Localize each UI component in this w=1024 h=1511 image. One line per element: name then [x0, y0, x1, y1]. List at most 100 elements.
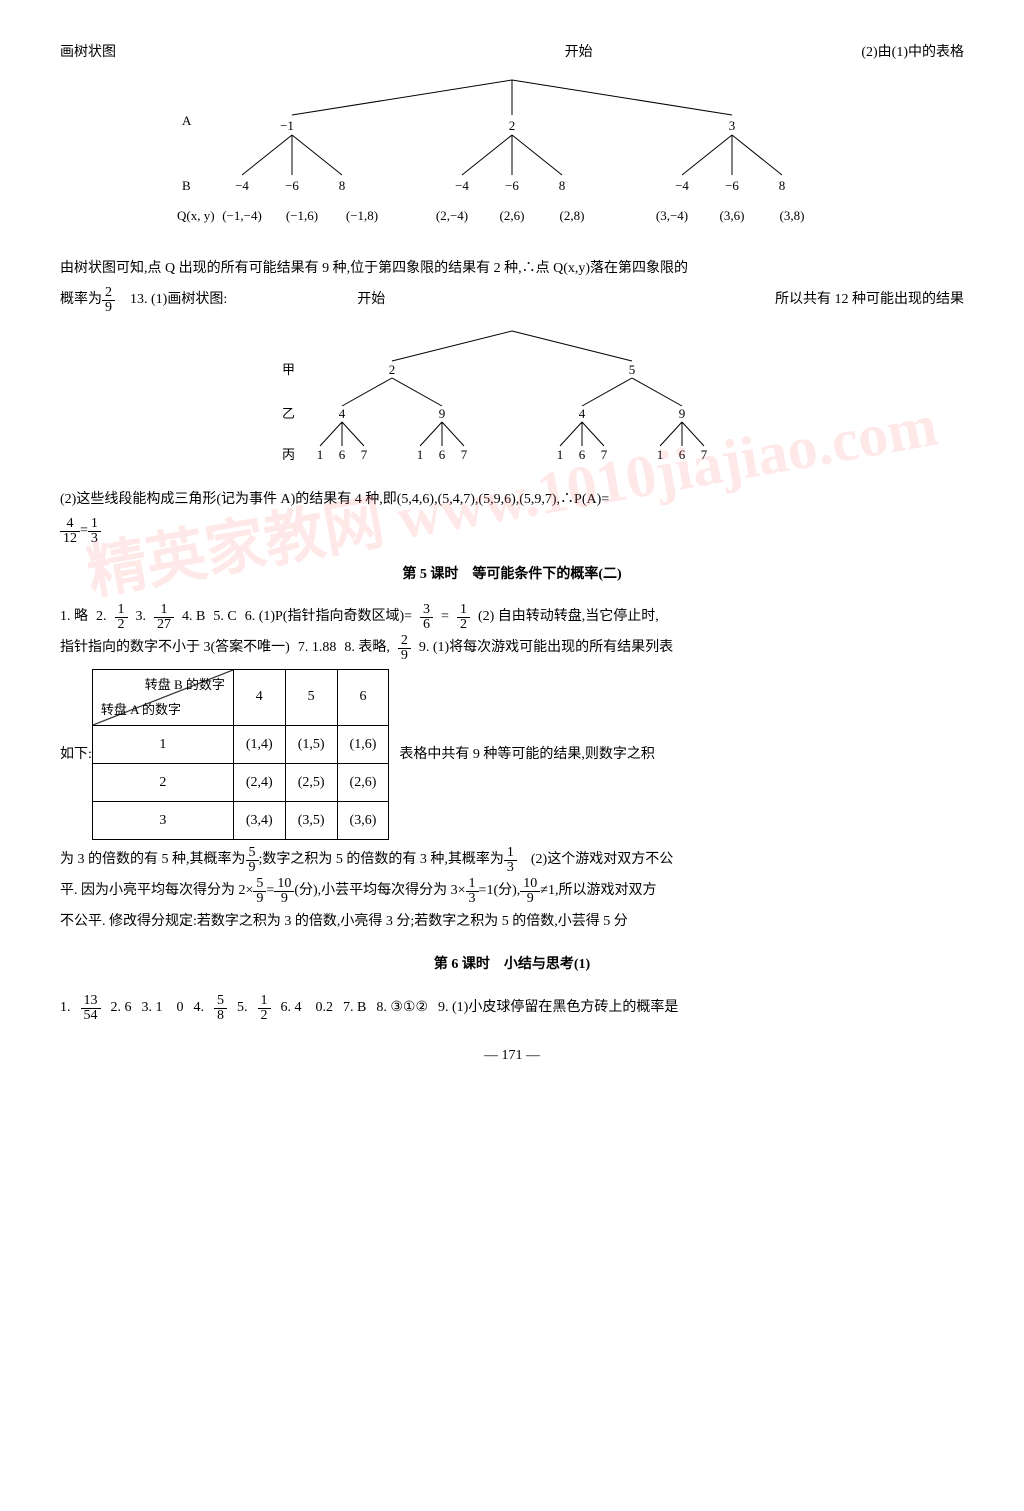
t2b1: 6 — [339, 447, 346, 462]
f4d: 109 — [520, 877, 540, 906]
f4c: 13 — [466, 877, 479, 906]
a6q9: 9. (1)小皮球停留在黑色方砖上的概率是 — [438, 993, 678, 1024]
q13-right: 所以共有 12 种可能出现的结果 — [775, 285, 964, 316]
t2y2: 4 — [579, 406, 586, 421]
a5q7: 7. 1.88 — [298, 633, 337, 664]
tree1-labelB: B — [182, 178, 191, 193]
a6q3: 3. 1 0 — [142, 993, 184, 1024]
section5-title: 第 5 课时 等可能条件下的概率(二) — [60, 562, 964, 587]
para2-pre: (2)这些线段能构成三角形(记为事件 A)的结果有 4 种,即(5,4,6),(… — [60, 492, 609, 507]
table-after: 表格中共有 9 种等可能的结果,则数字之积 — [399, 742, 655, 767]
rh1: 2 — [92, 763, 233, 801]
table-row: 如下: 转盘 B 的数字 转盘 A 的数字 4 5 6 1 (1,4) (1,5… — [60, 664, 964, 846]
f4a: 59 — [253, 877, 266, 906]
eq1: = — [266, 876, 274, 907]
frac1: 29 — [102, 286, 115, 315]
header-row: 画树状图 开始 (2)由(1)中的表格 — [60, 40, 964, 65]
tree-diagram-1: A −1 2 3 B −4 −6 8 −4 −6 8 −4 −6 8 Q(x, … — [60, 75, 964, 244]
para2: (2)这些线段能构成三角形(记为事件 A)的结果有 4 种,即(5,4,6),(… — [60, 485, 964, 516]
section6-title: 第 6 课时 小结与思考(1) — [60, 952, 964, 977]
t1o6: (3,−4) — [656, 208, 688, 223]
t1b21: −6 — [725, 178, 739, 193]
c20: (3,4) — [233, 801, 285, 839]
c22: (3,6) — [337, 801, 389, 839]
ans6-line: 1. 1354 2. 6 3. 1 0 4. 58 5. 12 6. 4 0.2… — [60, 993, 964, 1024]
t2y0: 4 — [339, 406, 346, 421]
tree-diagram-2: 甲 2 5 乙 4 9 4 9 丙 1 6 7 1 6 7 1 6 7 1 6 … — [60, 326, 964, 475]
f4b: 109 — [274, 877, 294, 906]
a6q8: 8. ③①② — [376, 993, 428, 1024]
t1o8: (3,8) — [780, 208, 805, 223]
t2b10: 6 — [679, 447, 686, 462]
t1o0: (−1,−4) — [222, 208, 262, 223]
a5q4: 4. B — [182, 602, 205, 633]
t1b00: −4 — [235, 178, 249, 193]
t1b22: 8 — [779, 178, 786, 193]
c00: (1,4) — [233, 725, 285, 763]
tree1-labelQ: Q(x, y) — [177, 208, 215, 223]
t1o2: (−1,8) — [346, 208, 378, 223]
t2b11: 7 — [701, 447, 708, 462]
a6q4: 4. — [194, 993, 205, 1024]
t2j0: 2 — [389, 362, 396, 377]
p4b: (分),小芸平均每次得分为 3× — [294, 876, 465, 907]
t1o5: (2,8) — [560, 208, 585, 223]
table-prefix: 如下: — [60, 742, 92, 767]
p4a: 平. 因为小亮平均每次得分为 2× — [60, 876, 253, 907]
c12: (2,6) — [337, 763, 389, 801]
t2b8: 7 — [601, 447, 608, 462]
frac2a: 412 — [60, 517, 80, 546]
a5f6a: 36 — [420, 603, 433, 632]
ans5-line2: 指针指向的数字不小于 3(答案不唯一) 7. 1.88 8. 表略, 29 9.… — [60, 633, 964, 664]
tree1-a1: 2 — [509, 118, 516, 133]
tree1-a0: −1 — [280, 118, 294, 133]
a5q8: 8. 表略, — [344, 633, 390, 664]
tree2-start: 开始 — [357, 285, 385, 316]
t1b10: −4 — [455, 178, 469, 193]
a6q6: 6. 4 0.2 — [281, 993, 334, 1024]
c21: (3,5) — [285, 801, 337, 839]
outcome-table: 转盘 B 的数字 转盘 A 的数字 4 5 6 1 (1,4) (1,5) (1… — [92, 669, 389, 841]
a5f3: 127 — [154, 603, 174, 632]
t1o4: (2,6) — [500, 208, 525, 223]
p3b: ;数字之积为 5 的倍数的有 3 种,其概率为 — [259, 845, 504, 876]
t2-jia: 甲 — [282, 362, 295, 377]
c10: (2,4) — [233, 763, 285, 801]
para1b: 概率为 29 13. (1)画树状图: 开始 所以共有 12 种可能出现的结果 — [60, 285, 964, 316]
a6q7: 7. B — [343, 993, 366, 1024]
t2-yi: 乙 — [282, 406, 295, 421]
header-left: 画树状图 — [60, 40, 116, 65]
t2b6: 1 — [557, 447, 564, 462]
t2b0: 1 — [317, 447, 324, 462]
t1o3: (2,−4) — [436, 208, 468, 223]
col0: 4 — [233, 669, 285, 725]
t2b2: 7 — [361, 447, 368, 462]
f3b: 13 — [504, 846, 517, 875]
para4: 平. 因为小亮平均每次得分为 2× 59 = 109 (分),小芸平均每次得分为… — [60, 876, 964, 907]
t2j1: 5 — [629, 362, 636, 377]
col2: 6 — [337, 669, 389, 725]
t2b7: 6 — [579, 447, 586, 462]
p3a: 为 3 的倍数的有 5 种,其概率为 — [60, 845, 246, 876]
p4d: ≠1,所以游戏对双方 — [540, 876, 656, 907]
p3c: (2)这个游戏对双方不公 — [517, 845, 673, 876]
page-number: — 171 — — [60, 1043, 964, 1068]
t1b02: 8 — [339, 178, 346, 193]
a5q5: 5. C — [213, 602, 236, 633]
a5f6b: 12 — [457, 603, 470, 632]
t2-bing: 丙 — [282, 447, 295, 462]
para3: 为 3 的倍数的有 5 种,其概率为 59 ;数字之积为 5 的倍数的有 3 种… — [60, 845, 964, 876]
a6q2: 2. 6 — [111, 993, 132, 1024]
f3a: 59 — [246, 846, 259, 875]
para1: 由树状图可知,点 Q 出现的所有可能结果有 9 种,位于第四象限的结果有 2 种… — [60, 254, 964, 285]
t2y1: 9 — [439, 406, 446, 421]
t1b01: −6 — [285, 178, 299, 193]
p4c: =1(分), — [479, 876, 521, 907]
t1b11: −6 — [505, 178, 519, 193]
rh2: 3 — [92, 801, 233, 839]
ht: 转盘 B 的数字 — [145, 673, 225, 696]
a5q6post: (2) 自由转动转盘,当它停止时, — [478, 602, 659, 633]
tree1-a2: 3 — [729, 118, 736, 133]
hl: 转盘 A 的数字 — [101, 698, 181, 721]
tree1-start: 开始 — [565, 40, 593, 65]
